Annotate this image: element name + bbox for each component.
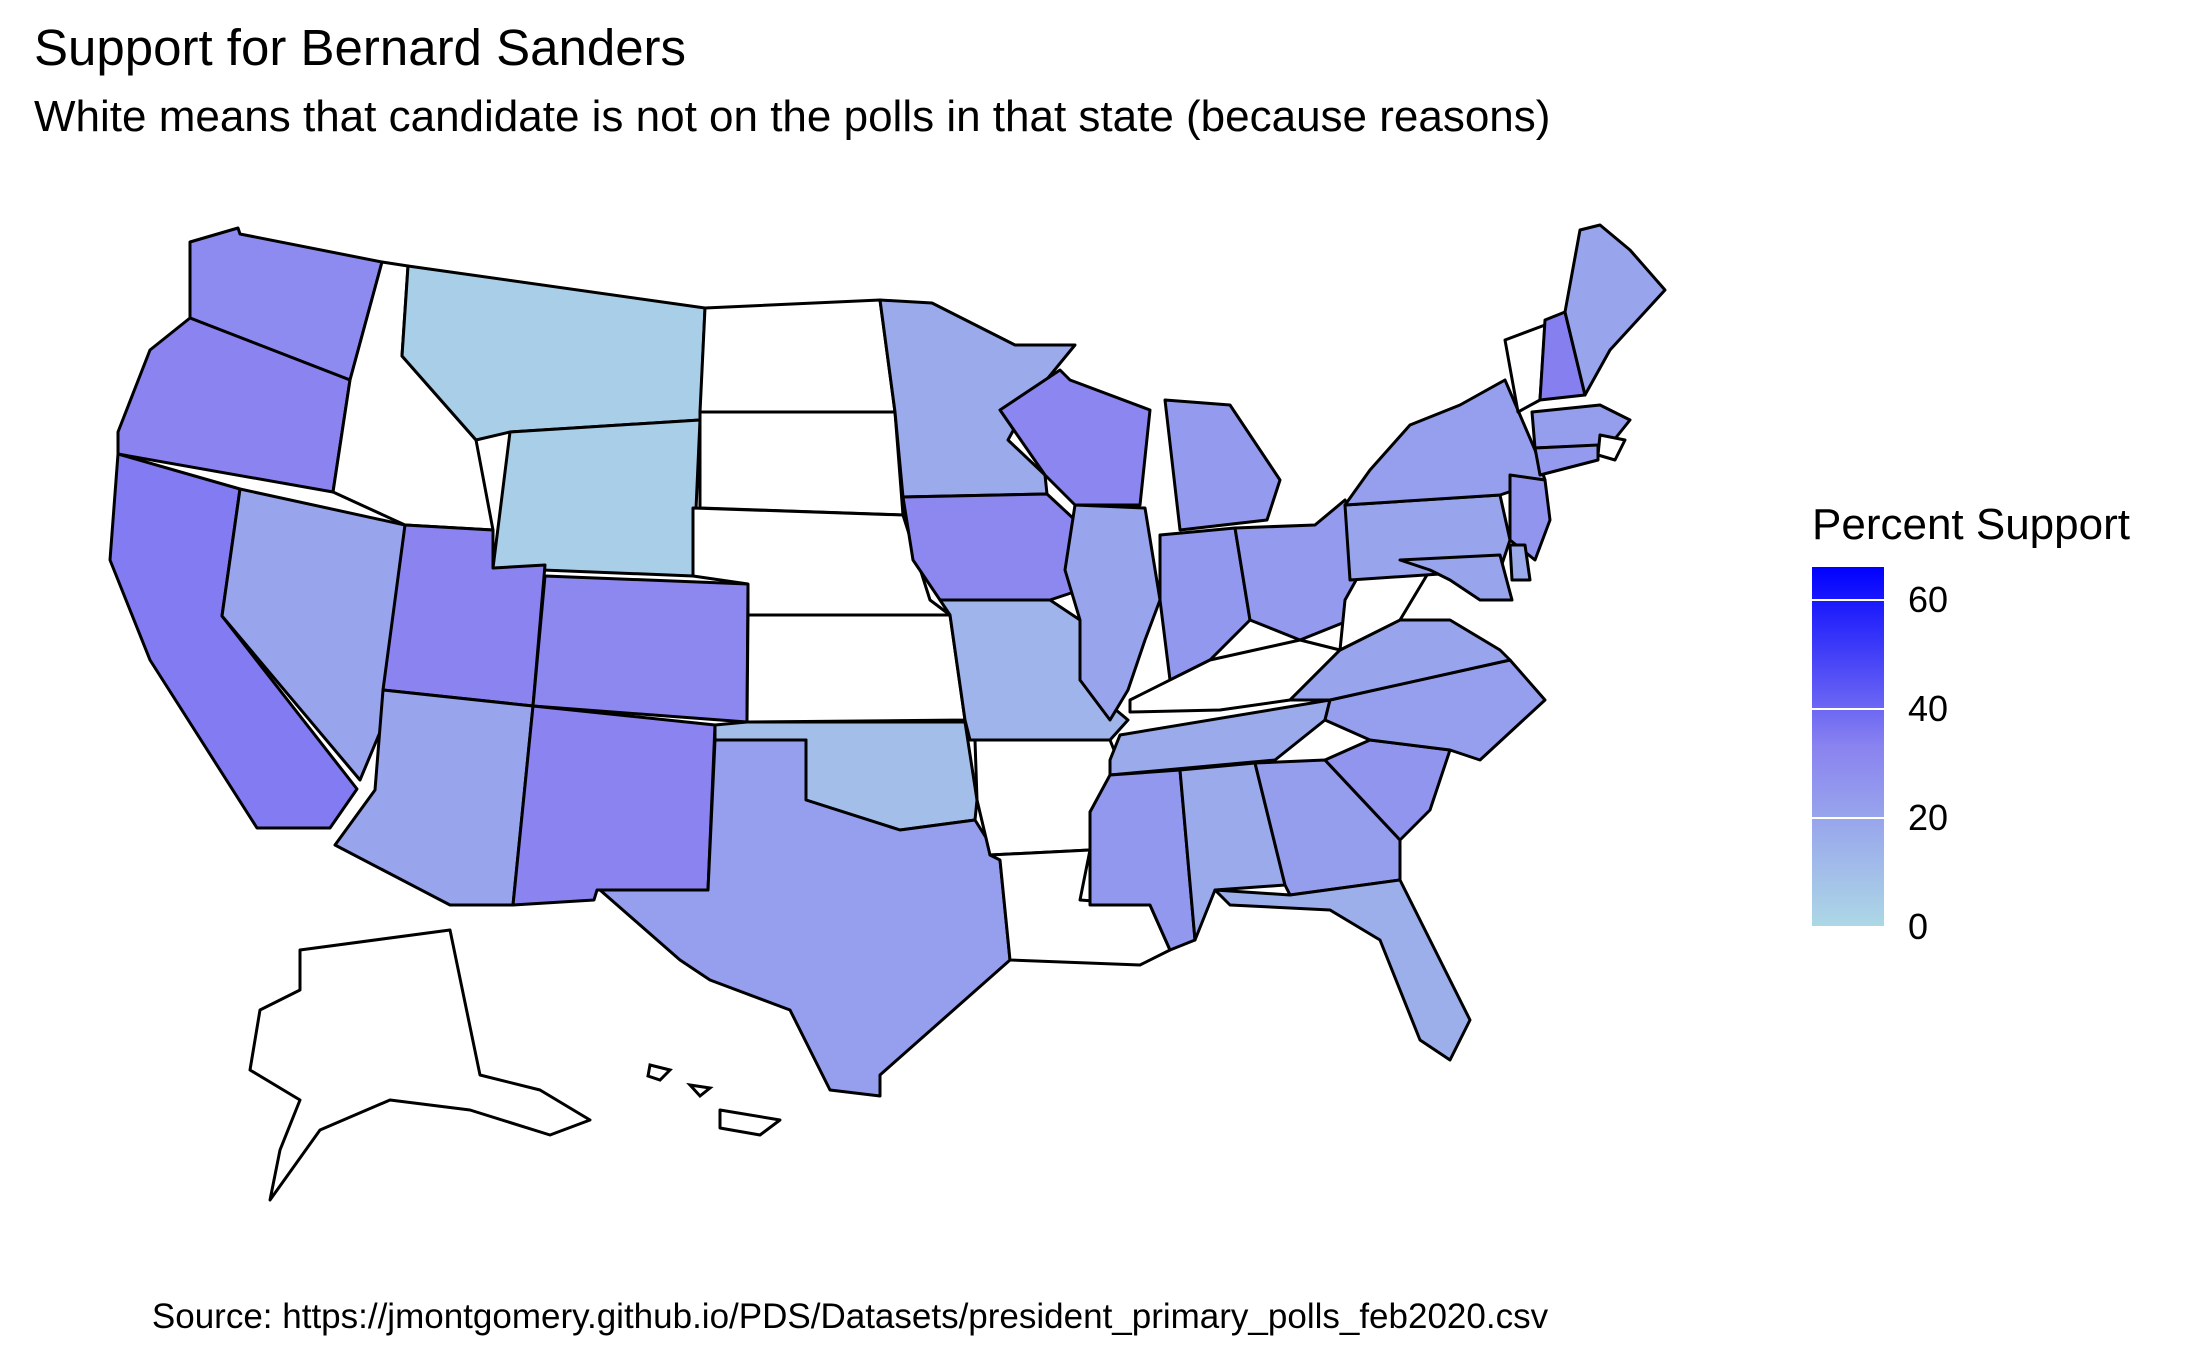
state-alabama: Alabama xyxy=(1178,761,1287,942)
source-caption: Source: https://jmontgomery.github.io/PD… xyxy=(151,1297,1549,1336)
state-michigan: Michigan xyxy=(1163,398,1282,532)
us-choropleth-map: WashingtonOregonCaliforniaNevadaIdahoMon… xyxy=(108,223,1667,1202)
state-florida: Florida xyxy=(1213,878,1472,1062)
legend-title: Percent Support xyxy=(1812,500,2130,549)
state-connecticut: Connecticut xyxy=(1533,443,1600,477)
state-new-jersey: New Jersey xyxy=(1508,473,1552,562)
state-maine: Maine xyxy=(1563,223,1667,397)
state-north-dakota: North Dakota xyxy=(698,298,897,414)
state-south-carolina: South Carolina xyxy=(1323,738,1452,842)
state-hawaii-island xyxy=(646,1063,673,1082)
legend-tick-mark xyxy=(1812,926,1884,928)
state-south-dakota: South Dakota xyxy=(698,410,905,517)
state-nevada: Nevada xyxy=(220,487,407,782)
state-wyoming: Wyoming xyxy=(491,418,702,578)
legend-tick-label: 60 xyxy=(1908,578,1949,620)
state-alaska: Alaska xyxy=(248,928,592,1202)
state-wisconsin: Wisconsin xyxy=(998,368,1152,507)
state-kansas: Kansas xyxy=(745,613,967,724)
state-rhode-island: Rhode Island xyxy=(1596,433,1627,462)
legend-colorbar xyxy=(1812,567,1884,927)
state-new-mexico: New Mexico xyxy=(511,704,717,907)
legend-tick-mark xyxy=(1812,816,1884,819)
state-colorado: Colorado xyxy=(531,574,750,724)
state-texas: Texas xyxy=(598,738,1012,1098)
legend-tick-label: 20 xyxy=(1908,796,1949,838)
legend-tick-label: 0 xyxy=(1908,906,1929,947)
state-hawaii-island xyxy=(686,1082,714,1099)
state-iowa: Iowa xyxy=(901,492,1082,602)
state-illinois: Illinois xyxy=(1063,503,1162,722)
state-north-carolina: North Carolina xyxy=(1323,658,1547,762)
page-title: Support for Bernard Sanders xyxy=(34,19,687,76)
state-missouri: Missouri xyxy=(938,598,1130,742)
legend-tick-mark xyxy=(1812,598,1884,601)
state-maryland: Maryland xyxy=(1398,553,1514,602)
legend-tick-label: 40 xyxy=(1908,687,1949,729)
legend-tick-mark xyxy=(1812,707,1884,710)
state-minnesota: Minnesota xyxy=(878,298,1077,499)
state-delaware: Delaware xyxy=(1508,543,1532,582)
page-subtitle: White means that candidate is not on the… xyxy=(34,92,1551,141)
state-hawaii: Hawaii xyxy=(718,1108,782,1137)
